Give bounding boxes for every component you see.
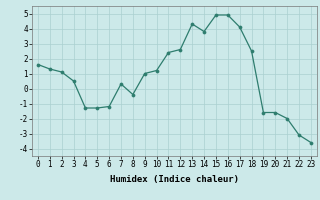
X-axis label: Humidex (Indice chaleur): Humidex (Indice chaleur) — [110, 175, 239, 184]
